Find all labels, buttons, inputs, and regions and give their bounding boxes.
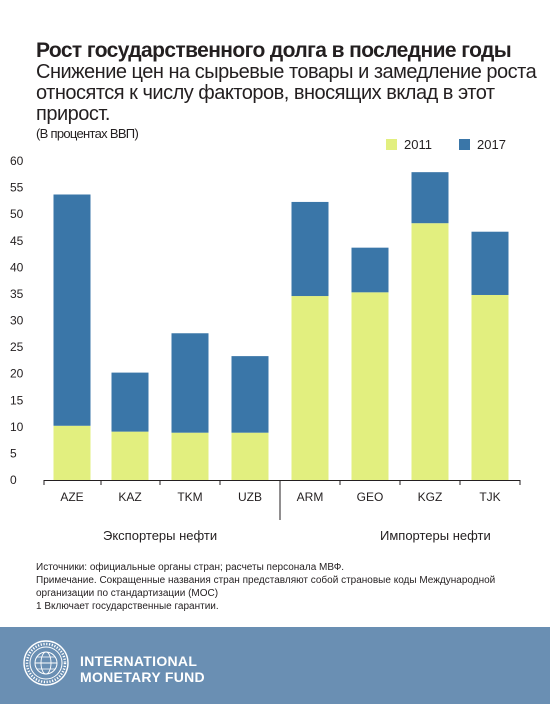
- y-tick-label-10: 10: [10, 420, 24, 434]
- bar-arm-2011: [291, 296, 329, 480]
- y-tick-label-60: 60: [10, 154, 24, 168]
- legend-item-2017: 2017: [459, 137, 506, 152]
- stacked-bar-chart: 0 5 10 15 20 25 30 35 40 45 50 55 60 AZE KAZ TKM UZB ARM G…: [10, 154, 521, 520]
- y-tick-label-40: 40: [10, 260, 24, 274]
- bar-kgz-2017: [411, 172, 449, 224]
- y-tick-label-5: 5: [10, 446, 17, 460]
- x-tick-label-tkm: TKM: [177, 490, 202, 504]
- group-label-importers: Импортеры нефти: [380, 528, 491, 543]
- group-label-exporters: Экспортеры нефти: [103, 528, 218, 543]
- y-tick-label-50: 50: [10, 207, 24, 221]
- footer-bar: INTERNATIONAL MONETARY FUND: [0, 627, 550, 704]
- bar-geo-2017: [351, 247, 389, 293]
- legend-item-2011: 2011: [386, 137, 432, 152]
- x-tick-label-geo: GEO: [357, 490, 384, 504]
- y-tick-label-20: 20: [10, 367, 24, 381]
- bar-kaz-2011: [111, 431, 149, 480]
- legend-label-2017: 2017: [477, 137, 506, 152]
- bar-kaz-2017: [111, 372, 149, 432]
- bar-tkm-2017: [171, 333, 209, 433]
- y-tick-label-30: 30: [10, 314, 24, 328]
- x-tick-label-arm: ARM: [297, 490, 324, 504]
- x-tick-label-uzb: UZB: [238, 490, 262, 504]
- notes-source: Источники: официальные органы стран; рас…: [36, 562, 345, 573]
- bar-geo-2011: [351, 292, 389, 480]
- notes-footnote: 1 Включает государственные гарантии.: [36, 601, 219, 612]
- bar-aze-2017: [53, 194, 91, 426]
- bar-uzb-2017: [231, 356, 269, 433]
- unit-note: (В процентах ВВП): [36, 126, 139, 141]
- y-tick-label-55: 55: [10, 181, 24, 195]
- bar-tjk-2017: [471, 231, 509, 295]
- bar-tkm-2011: [171, 432, 209, 480]
- imf-seal-logo: [23, 640, 69, 686]
- y-tick-label-25: 25: [10, 340, 24, 354]
- y-tick-label-45: 45: [10, 234, 24, 248]
- x-tick-label-tjk: TJK: [479, 490, 500, 504]
- y-tick-label-15: 15: [10, 393, 24, 407]
- legend-swatch-2017: [459, 139, 470, 150]
- x-tick-label-kgz: KGZ: [418, 490, 443, 504]
- org-name-line1: INTERNATIONAL: [80, 653, 198, 669]
- bar-tjk-2011: [471, 294, 509, 480]
- legend-swatch-2011: [386, 139, 397, 150]
- org-name-line2: MONETARY FUND: [80, 669, 205, 685]
- org-name: INTERNATIONAL MONETARY FUND: [80, 653, 205, 685]
- notes-note: Примечание. Сокращенные названия стран п…: [36, 575, 496, 599]
- notes: Источники: официальные органы стран; рас…: [36, 561, 516, 613]
- bar-arm-2017: [291, 201, 329, 297]
- chart-subtitle: Снижение цен на сырьевые товары и замедл…: [36, 61, 537, 125]
- x-tick-label-kaz: KAZ: [118, 490, 141, 504]
- bar-uzb-2011: [231, 432, 269, 480]
- bar-kgz-2011: [411, 223, 449, 480]
- y-tick-label-35: 35: [10, 287, 24, 301]
- legend-label-2011: 2011: [404, 137, 432, 152]
- chart-title: Рост государственного долга в последние …: [36, 39, 512, 62]
- bar-aze-2011: [53, 425, 91, 480]
- x-tick-label-aze: AZE: [60, 490, 83, 504]
- y-tick-label-0: 0: [10, 473, 17, 487]
